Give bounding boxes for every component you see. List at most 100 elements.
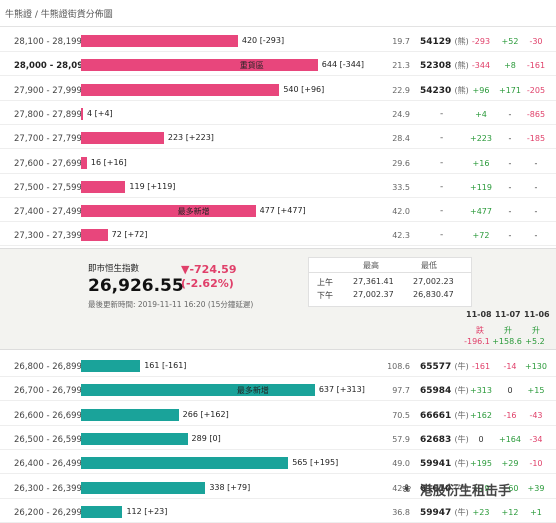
last-updated: 最後更新時間: 2019-11-11 16:20 (15分鐘延遲) xyxy=(88,300,254,309)
strike-range: 28,000 - 28,099 xyxy=(14,61,90,72)
change-col-3: -865 xyxy=(526,109,546,119)
change-col-3: -30 xyxy=(529,37,543,46)
bar-value: 4 [+4] xyxy=(87,108,113,118)
strike-range: 28,100 - 28,199 xyxy=(14,37,82,47)
mid-value: 24.9 xyxy=(392,109,410,119)
strike-range: 27,700 - 27,799 xyxy=(14,134,82,145)
bar-value: 161 [-161] xyxy=(144,361,187,370)
table-row[interactable]: 27,300 - 27,399 72 [+72] 42.3 - +72 - - xyxy=(0,226,556,247)
price-value: 59941 (牛) xyxy=(420,458,469,469)
dval-0: -196.1 xyxy=(464,337,490,346)
table-row[interactable]: 26,700 - 26,799 最多新增 637 [+313] 97.7 65984 (… xyxy=(0,381,556,402)
price-number: 66661 xyxy=(420,410,452,421)
change-col-3: - xyxy=(534,231,538,241)
strike-range: 27,500 - 27,599 xyxy=(14,182,82,193)
distribution-bar xyxy=(81,205,256,218)
table-row[interactable]: 26,600 - 26,699 266 [+162] 70.5 66661 (牛) +1… xyxy=(0,406,556,426)
bar-highlight-label: 最多新增 xyxy=(177,207,210,217)
change-col-1: +72 xyxy=(472,231,490,241)
change-col-3: -185 xyxy=(526,134,546,144)
price-number: 65984 xyxy=(420,386,452,397)
mid-value: 49.0 xyxy=(392,459,410,469)
price-code: (牛) xyxy=(454,459,469,469)
table-row[interactable]: 26,300 - 26,399 338 [+79] 42.1 61010 (牛) +79… xyxy=(0,479,556,499)
bar-value: 119 [+119] xyxy=(129,181,176,191)
mid-value: 42.0 xyxy=(392,207,410,217)
price-value: - xyxy=(440,133,444,144)
table-row[interactable]: 26,500 - 26,599 289 [0] 57.9 62683 (牛) 0 +164… xyxy=(0,430,556,450)
table-row[interactable]: 27,800 - 27,899 4 [+4] 24.9 - +4 - -865 xyxy=(0,105,556,125)
mid-value: 28.4 xyxy=(392,134,410,144)
low-header: 最低 xyxy=(421,261,437,270)
mid-value: 21.3 xyxy=(392,61,410,71)
bar-value: 338 [+79] xyxy=(209,482,251,492)
table-row[interactable]: 27,700 - 27,799 223 [+223] 28.4 - +223 - -185 xyxy=(0,129,556,150)
dir-0: 跌 xyxy=(476,326,484,335)
price-value: - xyxy=(440,206,444,217)
mid-value: 97.7 xyxy=(392,386,410,396)
bar-value: 112 [+23] xyxy=(126,506,168,516)
high-header: 最高 xyxy=(363,261,379,270)
change-col-1: +477 xyxy=(470,207,492,217)
table-row[interactable]: 27,500 - 27,599 119 [+119] 33.5 - +119 - - xyxy=(0,178,556,198)
change-col-2: - xyxy=(508,134,512,144)
change-col-1: -161 xyxy=(471,362,491,371)
mid-value: 29.6 xyxy=(392,158,410,168)
table-row[interactable]: 26,400 - 26,499 565 [+195] 49.0 59941 (牛) +1… xyxy=(0,454,556,475)
change-col-1: +79 xyxy=(472,483,490,493)
price-value: 54230 (熊) xyxy=(420,85,469,96)
high-low-table: 最高 最低 上午 27,361.41 27,002.23 下午 27,002.3… xyxy=(308,257,472,307)
table-row[interactable]: 28,100 - 28,199 420 [-293] 19.7 54129 (熊) -2… xyxy=(0,32,556,52)
dval-2: +5.2 xyxy=(525,337,545,346)
distribution-bar xyxy=(81,457,289,470)
mid-value: 42.1 xyxy=(392,483,410,493)
price-value: 52308 (熊) xyxy=(420,60,469,71)
strike-range: 27,900 - 27,999 xyxy=(14,85,82,96)
bar-value: 540 [+96] xyxy=(283,84,325,94)
change-col-1: -293 xyxy=(471,37,491,46)
price-value: 66661 (牛) xyxy=(420,410,469,421)
table-row[interactable]: 27,400 - 27,499 最多新增 477 [+477] 42.0 - +477 - - xyxy=(0,202,556,223)
pm-high: 27,002.37 xyxy=(353,290,394,299)
hsi-label: 即市恒生指數 xyxy=(88,264,140,274)
change-col-2: - xyxy=(508,109,512,119)
change-col-3: -43 xyxy=(529,410,543,420)
wechat-icon: ❀ xyxy=(402,482,412,495)
price-number: 65577 xyxy=(420,362,452,372)
table-row[interactable]: 27,900 - 27,999 540 [+96] 22.9 54230 (熊) +96… xyxy=(0,81,556,101)
bar-value: 477 [+477] xyxy=(259,206,306,216)
mid-value: 57.9 xyxy=(392,434,410,444)
bar-value: 644 [-344] xyxy=(321,60,365,70)
change-col-2: +12 xyxy=(501,507,519,517)
change-col-3: +130 xyxy=(525,362,547,371)
price-number: 59941 xyxy=(420,459,452,470)
watermark: 港股衍生租击手 xyxy=(420,484,512,499)
price-code: (牛) xyxy=(454,434,469,444)
date-1: 11-07 xyxy=(495,310,521,319)
table-row[interactable]: 28,000 - 28,099 重貨區 644 [-344] 21.3 52308 (熊… xyxy=(0,56,556,77)
date-2: 11-06 xyxy=(524,310,550,319)
distribution-bar xyxy=(81,432,188,445)
bar-value: 565 [+195] xyxy=(292,458,339,468)
distribution-bar xyxy=(81,83,280,96)
mid-value: 70.5 xyxy=(392,410,410,420)
change-col-2: +52 xyxy=(501,37,519,46)
change-col-2: -14 xyxy=(503,362,517,371)
change-col-2: - xyxy=(508,158,512,168)
change-col-1: +119 xyxy=(470,182,492,192)
table-row[interactable]: 26,800 - 26,899 161 [-161] 108.6 65577 (牛) -… xyxy=(0,357,556,377)
table-row[interactable]: 27,600 - 27,699 16 [+16] 29.6 - +16 - - xyxy=(0,154,556,174)
dir-1: 升 xyxy=(504,326,512,335)
change-col-2: +29 xyxy=(501,459,519,469)
price-number: 54230 xyxy=(420,85,452,96)
change-col-1: 0 xyxy=(478,434,484,444)
change-col-2: - xyxy=(508,231,512,241)
distribution-bar xyxy=(81,180,126,193)
bar-value: 289 [0] xyxy=(191,433,221,443)
distribution-bar xyxy=(81,408,179,421)
strike-range: 26,500 - 26,599 xyxy=(14,434,82,445)
change-col-3: - xyxy=(534,158,538,168)
breadcrumb-text[interactable]: 牛熊證 / 牛熊證街貨分佈圖 xyxy=(5,10,113,20)
hsi-panel: 即市恒生指數 26,926.55 ▼-724.59 (-2.62%) 最後更新時… xyxy=(0,248,556,350)
distribution-bar xyxy=(81,481,206,494)
